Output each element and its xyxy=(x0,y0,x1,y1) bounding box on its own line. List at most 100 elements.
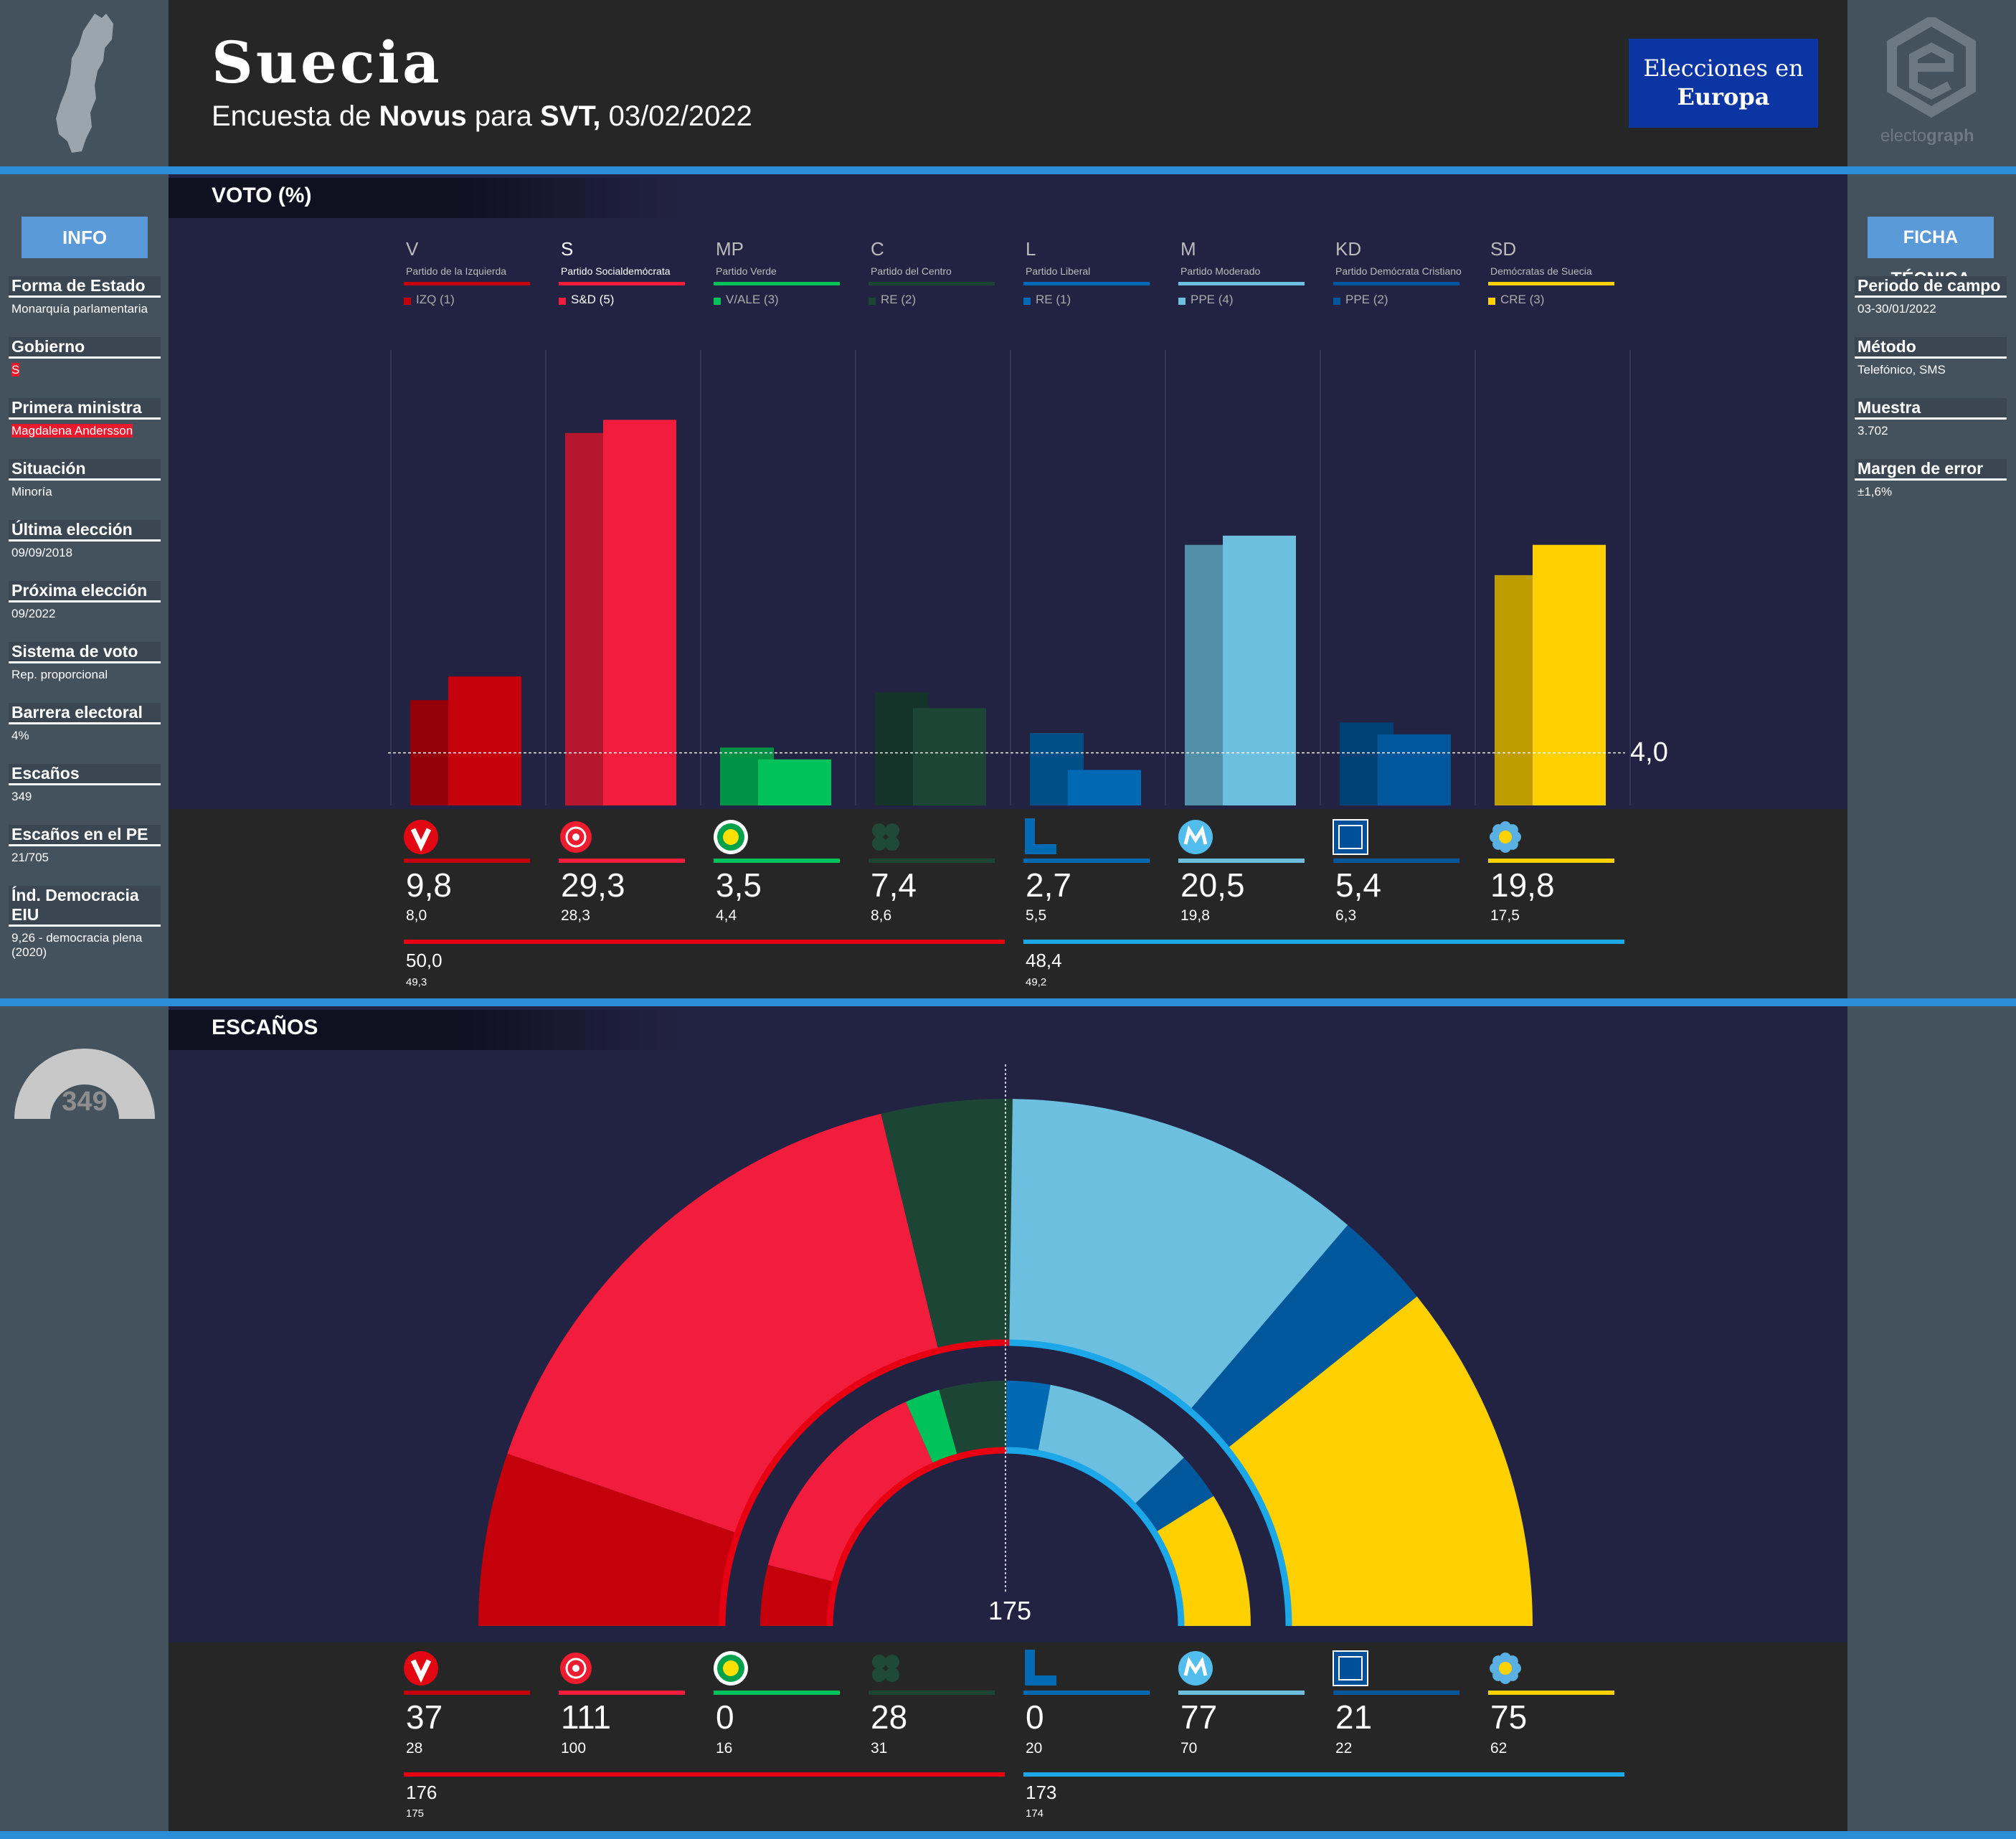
info-item-label: Forma de Estado xyxy=(9,276,161,298)
seats-previous-M: 70 xyxy=(1180,1740,1198,1757)
info-item-value-text: 349 xyxy=(11,790,32,803)
seats-color-line-S xyxy=(559,1691,685,1695)
info-item: Gobierno S xyxy=(9,337,161,398)
party-name-SD: Demócratas de Suecia xyxy=(1490,265,1592,277)
info-item: Primera ministra Magdalena Andersson xyxy=(9,398,161,459)
party-color-line-M xyxy=(1178,282,1305,285)
brand-part-1: electo xyxy=(1880,126,1927,146)
party-logo-KD-icon xyxy=(1333,819,1368,855)
party-logo-L-icon xyxy=(1025,1650,1056,1686)
seats-value-L: 0 xyxy=(1026,1698,1044,1736)
info-item-value: S xyxy=(9,363,161,377)
vote-previous-L: 5,5 xyxy=(1026,907,1047,924)
info-item-label: Próxima elección xyxy=(9,581,161,602)
seats-value-M: 77 xyxy=(1180,1698,1218,1736)
party-color-line-MP xyxy=(714,282,840,285)
previous-bloc-ring-right xyxy=(1006,1447,1185,1627)
party-group-M: PPE (4) xyxy=(1191,293,1234,306)
seats-previous-C: 31 xyxy=(871,1740,888,1757)
vote-previous-M: 19,8 xyxy=(1180,907,1210,924)
party-logo-C-icon xyxy=(872,823,899,851)
info-item: Índ. Democracia EIU 9,26 - democracia ple… xyxy=(9,886,161,959)
vote-value-M: 20,5 xyxy=(1180,866,1245,904)
vote-previous-V: 8,0 xyxy=(406,907,427,924)
info-item: Sistema de voto Rep. proporcional xyxy=(9,642,161,703)
info-button[interactable]: INFO xyxy=(22,217,148,258)
seats-previous-V: 28 xyxy=(406,1740,423,1757)
party-name-M: Partido Moderado xyxy=(1180,265,1261,277)
info-item-label: Periodo de campo xyxy=(1855,276,2007,298)
info-item-value: 349 xyxy=(9,790,161,804)
party-tag-KD: KD xyxy=(1335,238,1362,260)
vote-color-line-SD xyxy=(1488,859,1614,863)
party-group-SD: CRE (3) xyxy=(1500,293,1545,306)
info-item-label: Sistema de voto xyxy=(9,642,161,663)
seat-arc-previous-MP xyxy=(905,1389,958,1466)
party-group-V: IZQ (1) xyxy=(416,293,455,306)
party-group-square-C xyxy=(869,298,876,305)
party-tag-MP: MP xyxy=(716,238,744,260)
vote-section-header xyxy=(169,178,685,218)
info-item-value-text: Minoría xyxy=(11,485,52,498)
info-item-value: Rep. proporcional xyxy=(9,668,161,682)
country-title: Suecia xyxy=(212,29,443,96)
seats-results-area xyxy=(169,1642,1847,1831)
info-item-value-text: Magdalena Andersson xyxy=(11,424,133,438)
seats-value-SD: 75 xyxy=(1490,1698,1528,1736)
party-logo-V-icon xyxy=(404,820,438,854)
seats-previous-L: 20 xyxy=(1026,1740,1043,1757)
vote-value-MP: 3,5 xyxy=(716,866,762,904)
info-item: Última elección 09/09/2018 xyxy=(9,520,161,581)
info-item-value-text: 3.702 xyxy=(1858,424,1888,438)
seats-previous-S: 100 xyxy=(561,1740,587,1757)
seat-arc-previous-C xyxy=(939,1381,1007,1457)
vote-color-line-S xyxy=(559,859,685,863)
info-item-value-text: 4% xyxy=(11,729,29,742)
info-item-value-text: Monarquía parlamentaria xyxy=(11,302,148,316)
previous-bloc-ring-left xyxy=(826,1447,1007,1627)
info-item-label: Muestra xyxy=(1855,398,2007,420)
party-tag-V: V xyxy=(406,238,419,260)
majority-label: 175 xyxy=(988,1596,1032,1625)
info-item: Situación Minoría xyxy=(9,459,161,520)
seats-previous-MP: 16 xyxy=(716,1740,733,1757)
seats-value-MP: 0 xyxy=(716,1698,734,1736)
ficha-list: Periodo de campo 03-30/01/2022 Método Telef… xyxy=(1855,276,2007,520)
subtitle-mid: para xyxy=(466,100,541,132)
info-item-label: Índ. Democracia EIU xyxy=(9,886,161,927)
info-item-value: 03-30/01/2022 xyxy=(1855,302,2007,316)
bar-current-V xyxy=(448,676,521,805)
vote-previous-SD: 17,5 xyxy=(1490,907,1520,924)
vote-value-KD: 5,4 xyxy=(1335,866,1381,904)
seats-section-title: ESCAÑOS xyxy=(212,1016,318,1039)
electograph-brand: electograph xyxy=(1880,126,1974,146)
info-item-label: Escaños xyxy=(9,764,161,785)
bar-current-M xyxy=(1223,535,1296,805)
seat-arc-current-C xyxy=(881,1099,1013,1351)
vote-previous-S: 28,3 xyxy=(561,907,590,924)
seats-previous-KD: 22 xyxy=(1335,1740,1353,1757)
info-item-value: 4% xyxy=(9,729,161,743)
party-group-square-M xyxy=(1178,298,1186,305)
party-name-V: Partido de la Izquierda xyxy=(406,265,507,277)
info-item: Método Telefónico, SMS xyxy=(1855,337,2007,398)
info-item-value-text: 09/2022 xyxy=(11,607,56,620)
seats-right-bloc-value: 173 xyxy=(1026,1782,1057,1803)
seats-section-header xyxy=(169,1010,685,1050)
info-item-label: Gobierno xyxy=(9,337,161,359)
vote-value-C: 7,4 xyxy=(871,866,917,904)
vote-left-bloc-previous: 49,3 xyxy=(406,976,427,988)
info-item-label: Escaños en el PE xyxy=(9,825,161,846)
party-color-line-C xyxy=(869,282,995,285)
electograph-logo-icon xyxy=(1887,17,1976,118)
party-name-MP: Partido Verde xyxy=(716,265,777,277)
party-group-square-SD xyxy=(1488,298,1495,305)
seats-previous-SD: 62 xyxy=(1490,1740,1508,1757)
party-logo-S-icon xyxy=(560,821,592,853)
info-item-value-text: S xyxy=(11,363,20,377)
party-logo-SD-icon xyxy=(1490,1653,1521,1684)
party-group-MP: V/ALE (3) xyxy=(726,293,779,306)
seats-color-line-SD xyxy=(1488,1691,1614,1695)
info-item: Margen de error ±1,6% xyxy=(1855,459,2007,520)
